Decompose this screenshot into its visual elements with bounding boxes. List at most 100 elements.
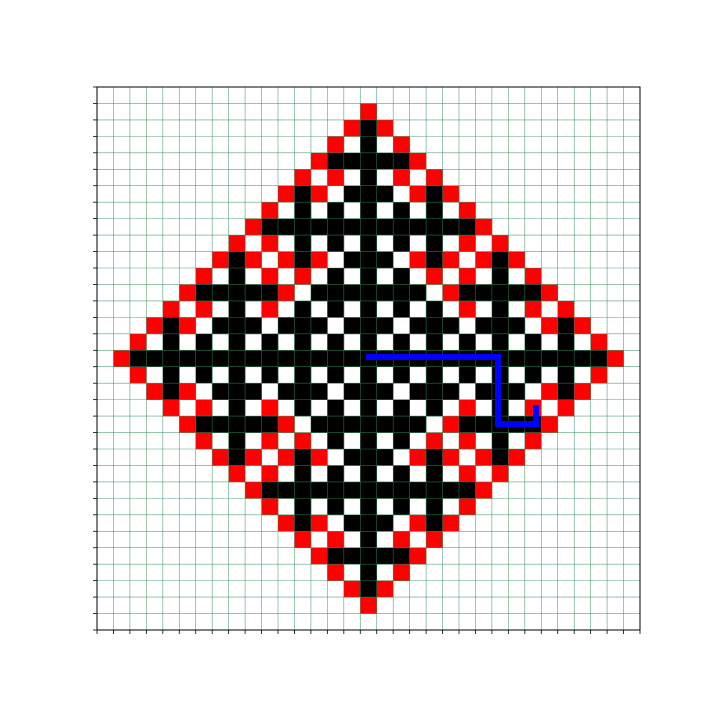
old-cell — [491, 300, 509, 318]
new-cell — [459, 300, 476, 318]
new-cell — [327, 136, 345, 154]
new-cell — [195, 399, 213, 417]
old-cell — [310, 350, 328, 368]
new-cell — [393, 169, 410, 187]
old-cell — [360, 481, 378, 499]
new-cell — [541, 317, 559, 335]
new-cell — [442, 449, 460, 466]
old-cell — [195, 350, 213, 368]
old-cell — [228, 432, 246, 450]
old-cell — [360, 514, 378, 532]
new-cell — [409, 449, 427, 466]
new-cell — [491, 465, 509, 483]
old-cell — [393, 366, 410, 384]
old-cell — [278, 481, 295, 499]
new-cell — [475, 481, 493, 499]
new-cell — [261, 300, 279, 318]
ticks — [93, 86, 641, 634]
old-cell — [343, 218, 361, 236]
old-cell — [574, 350, 591, 368]
new-cell — [426, 268, 443, 285]
new-cell — [360, 597, 378, 614]
old-cell — [162, 350, 180, 368]
old-cell — [294, 300, 312, 318]
old-cell — [360, 235, 378, 252]
new-cell — [442, 284, 460, 302]
new-cell — [278, 284, 295, 302]
old-cell — [294, 514, 312, 532]
old-cell — [228, 317, 246, 335]
cells — [113, 103, 624, 614]
new-cell — [278, 449, 295, 466]
old-cell — [360, 498, 378, 516]
new-cell — [261, 399, 279, 417]
old-cell — [459, 481, 476, 499]
old-cell — [393, 333, 410, 351]
new-cell — [245, 481, 262, 499]
old-cell — [261, 333, 279, 351]
old-cell — [245, 416, 262, 433]
old-cell — [261, 350, 279, 368]
old-cell — [360, 432, 378, 450]
new-cell — [179, 383, 197, 400]
old-cell — [327, 350, 345, 368]
old-cell — [228, 251, 246, 269]
old-cell — [409, 317, 427, 335]
new-cell — [113, 350, 131, 368]
old-cell — [360, 169, 378, 187]
old-cell — [360, 202, 378, 219]
new-cell — [524, 300, 542, 318]
old-cell — [459, 284, 476, 302]
old-cell — [327, 300, 345, 318]
old-cell — [195, 333, 213, 351]
new-cell — [409, 547, 427, 565]
old-cell — [343, 152, 361, 170]
old-cell — [228, 350, 246, 368]
new-cell — [310, 251, 328, 269]
old-cell — [442, 317, 460, 335]
new-cell — [278, 185, 295, 203]
old-cell — [294, 317, 312, 335]
old-cell — [393, 218, 410, 236]
new-cell — [261, 268, 279, 285]
new-cell — [442, 251, 460, 269]
old-cell — [393, 481, 410, 499]
old-cell — [245, 350, 262, 368]
old-cell — [557, 366, 575, 384]
old-cell — [278, 350, 295, 368]
old-cell — [294, 218, 312, 236]
old-cell — [459, 333, 476, 351]
old-cell — [376, 481, 394, 499]
new-cell — [409, 152, 427, 170]
old-cell — [179, 350, 197, 368]
old-cell — [426, 449, 443, 466]
old-cell — [557, 350, 575, 368]
new-cell — [294, 169, 312, 187]
old-cell — [360, 366, 378, 384]
old-cell — [343, 383, 361, 400]
old-cell — [376, 547, 394, 565]
new-cell — [360, 103, 378, 121]
old-cell — [360, 284, 378, 302]
old-cell — [557, 333, 575, 351]
old-cell — [228, 366, 246, 384]
new-cell — [541, 416, 559, 433]
old-cell — [426, 317, 443, 335]
new-cell — [574, 317, 591, 335]
old-cell — [459, 416, 476, 433]
old-cell — [393, 432, 410, 450]
new-cell — [278, 251, 295, 269]
new-cell — [426, 432, 443, 450]
old-cell — [343, 251, 361, 269]
old-cell — [228, 449, 246, 466]
new-cell — [376, 119, 394, 137]
frame — [96, 86, 641, 631]
new-cell — [508, 449, 526, 466]
old-cell — [212, 317, 229, 335]
old-cell — [426, 383, 443, 400]
new-cell — [459, 465, 476, 483]
old-cell — [409, 284, 427, 302]
old-cell — [426, 218, 443, 236]
old-cell — [360, 547, 378, 565]
